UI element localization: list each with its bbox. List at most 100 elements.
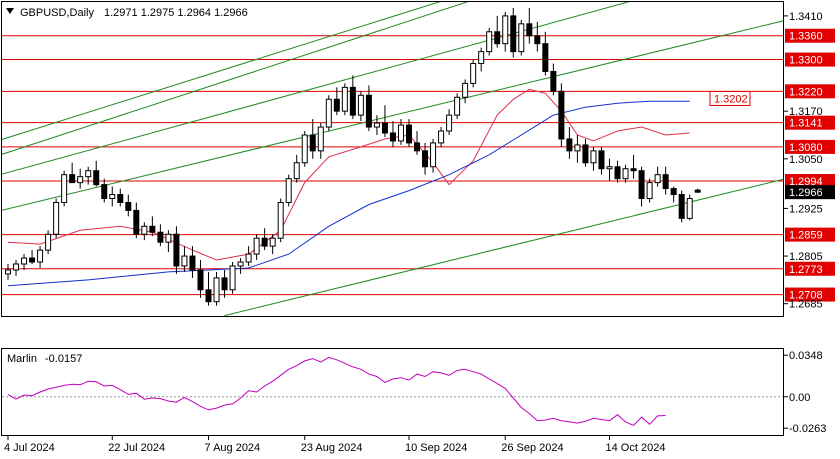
candle[interactable]: [309, 134, 316, 152]
candle[interactable]: [470, 63, 477, 84]
candle[interactable]: [678, 194, 685, 219]
candle[interactable]: [462, 82, 469, 98]
candle[interactable]: [341, 86, 348, 112]
candle[interactable]: [125, 201, 132, 211]
ma-fast-line[interactable]: [7, 88, 690, 261]
candle[interactable]: [205, 289, 212, 303]
candle[interactable]: [686, 197, 693, 219]
candle[interactable]: [438, 130, 445, 144]
candle[interactable]: [173, 233, 180, 267]
candle[interactable]: [29, 257, 36, 263]
indicator-tick-label: 0.0348: [789, 350, 823, 362]
candle[interactable]: [694, 189, 701, 193]
candle[interactable]: [253, 237, 260, 255]
collapse-triangle-icon[interactable]: [6, 8, 14, 14]
candle[interactable]: [237, 261, 244, 267]
highlight-label-box[interactable]: [709, 90, 751, 106]
candle[interactable]: [221, 277, 228, 291]
candle[interactable]: [606, 166, 613, 170]
candle[interactable]: [406, 124, 412, 144]
candle[interactable]: [534, 35, 541, 45]
candle[interactable]: [141, 225, 148, 235]
candle[interactable]: [293, 162, 300, 180]
candle[interactable]: [414, 142, 421, 152]
channel-line-3[interactable]: [0, 18, 794, 228]
candle[interactable]: [189, 255, 196, 271]
candle[interactable]: [526, 23, 533, 37]
candle[interactable]: [21, 257, 28, 265]
candle[interactable]: [61, 174, 68, 203]
channel-line-0[interactable]: [0, 0, 840, 163]
candle[interactable]: [566, 138, 573, 152]
candle[interactable]: [229, 265, 236, 291]
candle[interactable]: [181, 255, 188, 267]
channel-line-2[interactable]: [0, 0, 794, 195]
candle[interactable]: [622, 168, 629, 180]
channel-line-4[interactable]: [224, 177, 794, 316]
candle[interactable]: [478, 51, 485, 65]
candle[interactable]: [45, 233, 52, 251]
candle[interactable]: [277, 201, 284, 239]
candle[interactable]: [518, 23, 525, 53]
candle[interactable]: [646, 182, 653, 199]
candle[interactable]: [494, 31, 501, 45]
candle[interactable]: [117, 194, 124, 203]
candle[interactable]: [558, 90, 565, 140]
candle[interactable]: [133, 209, 140, 235]
candle[interactable]: [614, 166, 621, 180]
candle[interactable]: [93, 170, 100, 186]
candle[interactable]: [357, 94, 364, 116]
candle[interactable]: [582, 144, 589, 164]
candle[interactable]: [213, 277, 220, 303]
candle[interactable]: [365, 94, 372, 128]
candle[interactable]: [261, 237, 268, 247]
candle[interactable]: [149, 225, 156, 233]
candle[interactable]: [574, 144, 581, 152]
candle[interactable]: [446, 114, 453, 132]
candle[interactable]: [157, 231, 164, 243]
indicator-line[interactable]: [7, 356, 666, 426]
candle[interactable]: [654, 174, 661, 184]
candle[interactable]: [101, 184, 108, 199]
candle[interactable]: [13, 263, 20, 271]
candle[interactable]: [397, 124, 404, 142]
candle[interactable]: [598, 150, 605, 170]
candle[interactable]: [422, 150, 429, 168]
candle[interactable]: [389, 132, 396, 142]
candle[interactable]: [285, 178, 292, 203]
level-badge: [785, 28, 835, 43]
candle[interactable]: [550, 70, 557, 92]
candle[interactable]: [542, 43, 549, 72]
ma-slow-line[interactable]: [7, 100, 690, 287]
candle[interactable]: [670, 188, 677, 196]
candle[interactable]: [325, 98, 332, 128]
candle[interactable]: [333, 98, 340, 112]
candle[interactable]: [77, 176, 84, 184]
candle[interactable]: [245, 253, 252, 263]
candle[interactable]: [197, 269, 204, 291]
candle[interactable]: [510, 15, 517, 53]
candle[interactable]: [662, 174, 669, 190]
candle[interactable]: [37, 249, 44, 263]
candle[interactable]: [301, 134, 308, 164]
candle[interactable]: [486, 31, 493, 53]
candle[interactable]: [430, 142, 437, 168]
candle[interactable]: [502, 15, 509, 45]
candle[interactable]: [349, 86, 356, 116]
candle[interactable]: [381, 122, 388, 134]
candle[interactable]: [165, 233, 172, 243]
candle[interactable]: [69, 174, 76, 184]
candle[interactable]: [590, 150, 597, 164]
candle[interactable]: [630, 168, 637, 172]
candle[interactable]: [373, 122, 380, 128]
candle[interactable]: [317, 126, 324, 152]
candle[interactable]: [109, 194, 116, 199]
candle[interactable]: [269, 237, 276, 247]
channel-line-1[interactable]: [0, 0, 794, 179]
candle[interactable]: [53, 201, 60, 235]
candle[interactable]: [454, 96, 461, 116]
candle[interactable]: [5, 269, 11, 275]
candle[interactable]: [85, 170, 92, 178]
candle[interactable]: [638, 170, 645, 199]
